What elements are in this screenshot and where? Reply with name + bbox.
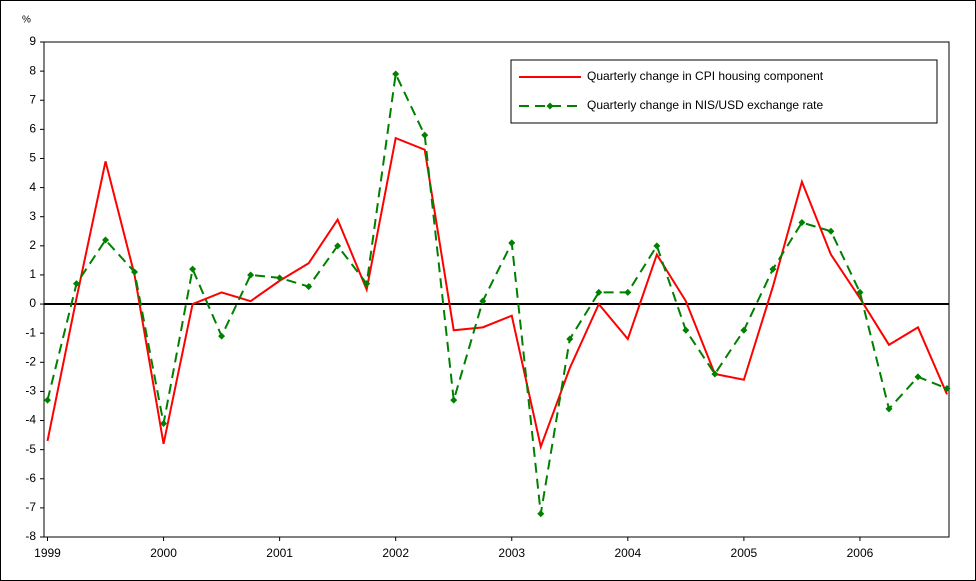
point-marker xyxy=(73,280,81,288)
point-marker xyxy=(479,297,487,305)
y-tick-label: 4 xyxy=(29,180,36,194)
point-marker xyxy=(334,242,342,250)
point-marker xyxy=(798,219,806,227)
point-marker xyxy=(624,288,632,296)
point-marker xyxy=(856,288,864,296)
point-marker xyxy=(421,131,429,139)
point-marker xyxy=(392,70,400,78)
legend-marker xyxy=(546,102,554,110)
y-tick-label: -3 xyxy=(25,384,36,398)
point-marker xyxy=(363,280,371,288)
point-marker xyxy=(131,268,139,276)
y-tick-label: -7 xyxy=(25,500,36,514)
x-tick-label: 2000 xyxy=(150,546,177,560)
point-marker xyxy=(247,271,255,279)
point-marker xyxy=(276,274,284,282)
y-tick-label: -6 xyxy=(25,471,36,485)
point-marker xyxy=(102,236,110,244)
y-tick-label: -1 xyxy=(25,325,36,339)
point-marker xyxy=(914,373,922,381)
x-tick-label: 2006 xyxy=(847,546,874,560)
point-marker xyxy=(595,288,603,296)
x-tick-label: 2005 xyxy=(731,546,758,560)
point-marker xyxy=(885,405,893,413)
x-tick-label: 2001 xyxy=(266,546,293,560)
point-marker xyxy=(508,239,516,247)
point-marker xyxy=(711,370,719,378)
y-tick-label: 2 xyxy=(29,238,36,252)
y-tick-label: 9 xyxy=(29,34,36,48)
point-marker xyxy=(160,419,168,427)
series-line xyxy=(46,136,948,451)
point-marker xyxy=(827,227,835,235)
point-marker xyxy=(943,385,951,392)
point-marker xyxy=(682,326,690,334)
legend-label: Quarterly change in CPI housing componen… xyxy=(587,69,824,83)
x-tick-label: 2004 xyxy=(614,546,641,560)
plot-frame xyxy=(43,41,950,538)
y-tick-label: -2 xyxy=(25,354,36,368)
y-tick-label: 7 xyxy=(29,92,36,106)
y-tick-label: -4 xyxy=(25,413,36,427)
point-marker xyxy=(189,265,197,273)
point-marker xyxy=(653,242,661,250)
y-tick-label: 0 xyxy=(29,296,36,310)
point-marker xyxy=(537,510,545,518)
y-tick-label: 8 xyxy=(29,63,36,77)
series-line xyxy=(46,70,948,514)
y-axis-label: % xyxy=(22,15,31,26)
point-marker xyxy=(44,396,51,404)
y-tick-label: -8 xyxy=(25,529,36,543)
y-tick-label: -5 xyxy=(25,442,36,456)
x-tick-label: 2003 xyxy=(498,546,525,560)
y-tick-label: 3 xyxy=(29,209,36,223)
y-tick-label: 5 xyxy=(29,151,36,165)
point-marker xyxy=(450,396,458,404)
legend-label: Quarterly change in NIS/USD exchange rat… xyxy=(587,98,823,112)
point-marker xyxy=(566,335,574,343)
x-tick-label: 1999 xyxy=(34,546,61,560)
y-tick-label: 1 xyxy=(29,267,36,281)
point-marker xyxy=(769,265,777,273)
x-tick-label: 2002 xyxy=(382,546,409,560)
point-marker xyxy=(305,283,313,291)
legend-box xyxy=(510,59,938,124)
y-tick-label: 6 xyxy=(29,122,36,136)
point-marker xyxy=(218,332,226,340)
point-marker xyxy=(740,326,748,334)
